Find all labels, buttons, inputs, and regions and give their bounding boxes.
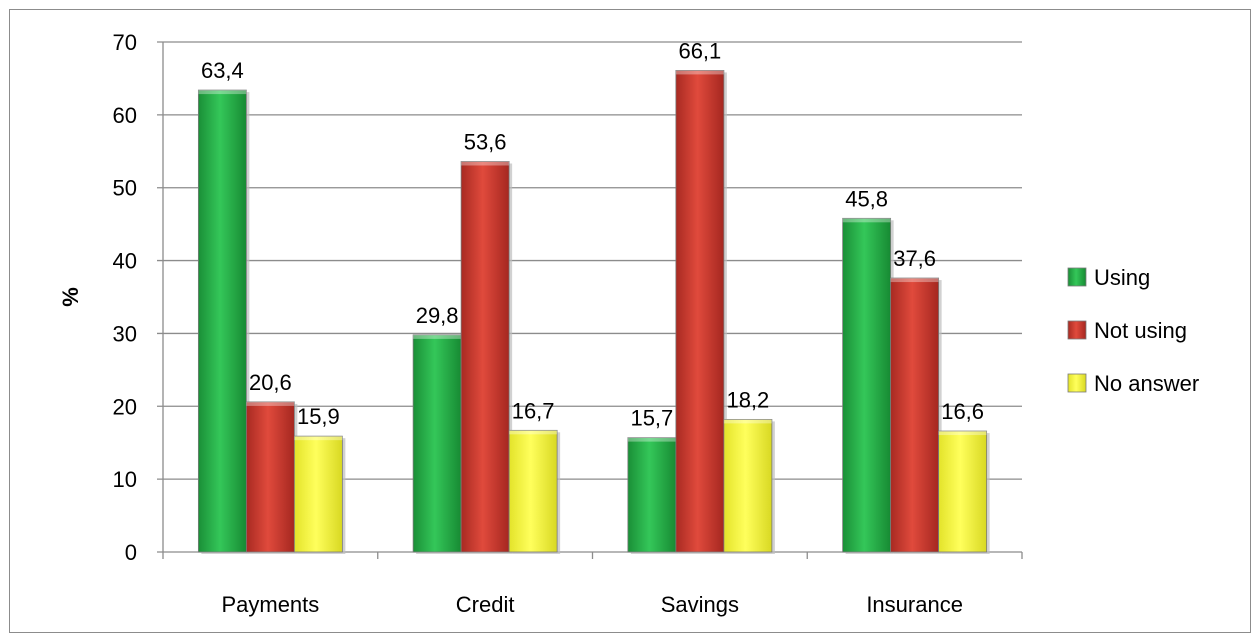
bar-cap <box>461 161 510 166</box>
data-label: 29,8 <box>416 303 459 328</box>
y-tick-label: 20 <box>113 394 137 419</box>
bar-cap <box>890 278 939 283</box>
legend-swatch <box>1067 267 1087 287</box>
bar-cap <box>938 431 987 436</box>
bar-cap <box>294 436 343 441</box>
bar-using <box>627 437 677 553</box>
data-label: 53,6 <box>464 129 507 154</box>
y-axis-title: % <box>58 287 83 307</box>
bar-using <box>412 334 462 553</box>
x-category-label: Credit <box>456 592 515 617</box>
y-tick-label: 0 <box>125 540 137 565</box>
data-label: 37,6 <box>893 246 936 271</box>
y-tick-label: 10 <box>113 467 137 492</box>
bar-cap <box>675 70 724 75</box>
data-labels: 63,4 20,615,9 29,8 53,6 16,7 15,7 66,1 18,2 45,8… <box>201 38 984 430</box>
bar-not-using <box>675 70 725 553</box>
legend-label: Not using <box>1094 318 1187 343</box>
legend-swatch <box>1067 373 1087 393</box>
y-tick-label: 70 <box>113 30 137 55</box>
bar-using <box>197 89 247 553</box>
y-tick-label: 50 <box>113 176 137 201</box>
data-label: 16,7 <box>512 398 555 423</box>
bar-no-answer <box>938 430 988 553</box>
bar-cap <box>509 430 558 435</box>
bar-cap <box>198 90 247 95</box>
x-category-label: Insurance <box>866 592 963 617</box>
bar-cap <box>246 401 295 406</box>
data-label: 66,1 <box>678 38 721 63</box>
x-category-label: Payments <box>221 592 319 617</box>
legend-label: Using <box>1094 265 1150 290</box>
bar-no-answer <box>723 418 773 553</box>
bar-no-answer <box>508 429 558 553</box>
data-label: 63,4 <box>201 58 244 83</box>
data-label: 20,6 <box>249 370 292 395</box>
x-category-label: Savings <box>661 592 739 617</box>
bar-not-using <box>890 277 940 553</box>
bar-cap <box>723 419 772 424</box>
bar-series <box>197 70 990 555</box>
data-label: 16,6 <box>941 399 984 424</box>
bar-cap <box>413 334 462 339</box>
x-axis-ticks: Payments Credit Savings Insurance <box>221 592 962 617</box>
data-label: 15,9 <box>297 404 340 429</box>
bar-using <box>842 217 892 553</box>
bar-cap <box>627 437 676 442</box>
bar-no-answer <box>293 435 343 553</box>
legend-label: No answer <box>1094 371 1199 396</box>
y-tick-label: 40 <box>113 249 137 274</box>
bar-cap <box>842 218 891 223</box>
y-axis-ticks: 0 10 20 30 40 50 60 70 <box>113 30 137 565</box>
bar-not-using <box>460 161 510 553</box>
data-label: 45,8 <box>845 186 888 211</box>
legend-swatch <box>1067 320 1087 340</box>
data-label: 15,7 <box>630 406 673 431</box>
y-tick-label: 60 <box>113 103 137 128</box>
data-label: 18,2 <box>726 387 769 412</box>
bar-not-using <box>245 401 295 553</box>
legend: Using Not using No answer <box>1067 265 1199 396</box>
y-tick-label: 30 <box>113 321 137 346</box>
